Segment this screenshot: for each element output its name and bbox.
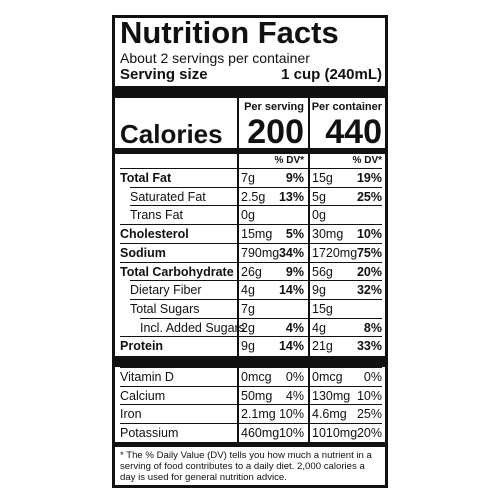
row-line — [130, 280, 382, 282]
amount: 26g — [241, 264, 262, 279]
amount: 0g — [241, 208, 255, 223]
percent-dv: 4% — [285, 388, 304, 403]
percent-dv: 75% — [356, 245, 382, 260]
amount: 5g — [312, 189, 326, 204]
medium-bar — [115, 148, 385, 154]
amount: 0mcg — [312, 370, 343, 384]
dv-header: % DV* — [274, 155, 304, 166]
percent-dv: 13% — [278, 189, 304, 204]
percent-dv: 9% — [285, 171, 304, 185]
column-header: Per container — [311, 101, 382, 113]
percent-dv: 9% — [285, 264, 304, 279]
row-line — [120, 261, 382, 263]
thick-bar — [115, 86, 385, 98]
nutrient-name: Iron — [120, 407, 142, 422]
row-line — [130, 186, 382, 188]
percent-dv: 0% — [285, 370, 304, 384]
amount: 460mg — [241, 426, 280, 441]
amount: 130mg — [312, 388, 351, 403]
row-line — [120, 168, 382, 169]
nutrient-name: Incl. Added Sugars — [140, 320, 245, 335]
row-line — [120, 224, 382, 226]
medium-bar — [115, 442, 385, 447]
percent-dv: 32% — [356, 283, 382, 298]
serving-size-label: Serving size — [120, 66, 208, 83]
calories-value: 440 — [325, 113, 382, 151]
percent-dv: 25% — [356, 189, 382, 204]
column-header: Per serving — [244, 101, 304, 113]
amount: 9g — [241, 339, 255, 354]
amount: 9g — [312, 283, 326, 298]
amount: 15g — [312, 171, 333, 185]
calories-value: 200 — [247, 113, 304, 151]
amount: 790mg — [241, 245, 280, 260]
nutrient-name: Total Carbohydrate — [120, 264, 234, 279]
footnote: * The % Daily Value (DV) tells you how m… — [120, 450, 372, 484]
percent-dv: 10% — [356, 388, 382, 403]
amount: 4g — [312, 320, 326, 335]
row-line — [140, 317, 382, 319]
amount: 7g — [241, 171, 255, 185]
nutrient-name: Vitamin D — [120, 370, 174, 384]
amount: 1720mg — [312, 245, 358, 260]
serving-size-value: 1 cup (240mL) — [281, 66, 382, 83]
row-line — [120, 367, 382, 368]
calories-label: Calories — [120, 119, 223, 149]
row-line — [120, 242, 382, 244]
percent-dv: 34% — [278, 245, 304, 260]
column-line — [308, 98, 310, 443]
amount: 0mcg — [241, 370, 272, 384]
percent-dv: 10% — [278, 426, 304, 441]
nutrient-name: Potassium — [120, 426, 179, 441]
percent-dv: 5% — [285, 227, 304, 242]
nutrient-name: Trans Fat — [130, 208, 184, 223]
amount: 15mg — [241, 227, 273, 242]
amount: 4g — [241, 283, 255, 298]
amount: 2g — [241, 320, 255, 335]
row-line — [130, 298, 382, 300]
nutrient-name: Cholesterol — [120, 227, 189, 242]
amount: 2.1mg — [241, 407, 276, 422]
amount: 15g — [312, 301, 333, 316]
amount: 0g — [312, 208, 326, 223]
row-line — [120, 404, 382, 406]
dv-header: % DV* — [352, 155, 382, 166]
row-line — [120, 336, 382, 338]
amount: 50mg — [241, 388, 273, 403]
amount: 1010mg — [312, 426, 358, 441]
nutrient-name: Calcium — [120, 388, 166, 403]
percent-dv: 4% — [285, 320, 304, 335]
column-line — [237, 98, 239, 443]
percent-dv: 14% — [278, 339, 304, 354]
row-line — [130, 205, 382, 207]
percent-dv: 8% — [363, 320, 382, 335]
percent-dv: 10% — [356, 227, 382, 242]
amount: 4.6mg — [312, 407, 347, 422]
percent-dv: 10% — [278, 407, 304, 422]
percent-dv: 14% — [278, 283, 304, 298]
row-line — [120, 385, 382, 387]
nutrient-name: Total Fat — [120, 171, 172, 185]
title: Nutrition Facts — [120, 15, 339, 50]
nutrient-name: Saturated Fat — [130, 189, 206, 204]
amount: 21g — [312, 339, 333, 354]
amount: 7g — [241, 301, 255, 316]
percent-dv: 0% — [363, 370, 382, 384]
row-line — [120, 423, 382, 425]
nutrient-name: Dietary Fiber — [130, 283, 202, 298]
amount: 56g — [312, 264, 333, 279]
nutrient-name: Sodium — [120, 245, 166, 260]
servings: About 2 servings per container — [120, 50, 310, 66]
nutrient-name: Total Sugars — [130, 301, 200, 316]
amount: 30mg — [312, 227, 344, 242]
percent-dv: 19% — [356, 171, 382, 185]
nutrient-name: Protein — [120, 339, 164, 354]
percent-dv: 33% — [356, 339, 382, 354]
percent-dv: 20% — [356, 426, 382, 441]
percent-dv: 25% — [356, 407, 382, 422]
amount: 2.5g — [241, 189, 266, 204]
thick-bar — [115, 356, 385, 367]
percent-dv: 20% — [356, 264, 382, 279]
